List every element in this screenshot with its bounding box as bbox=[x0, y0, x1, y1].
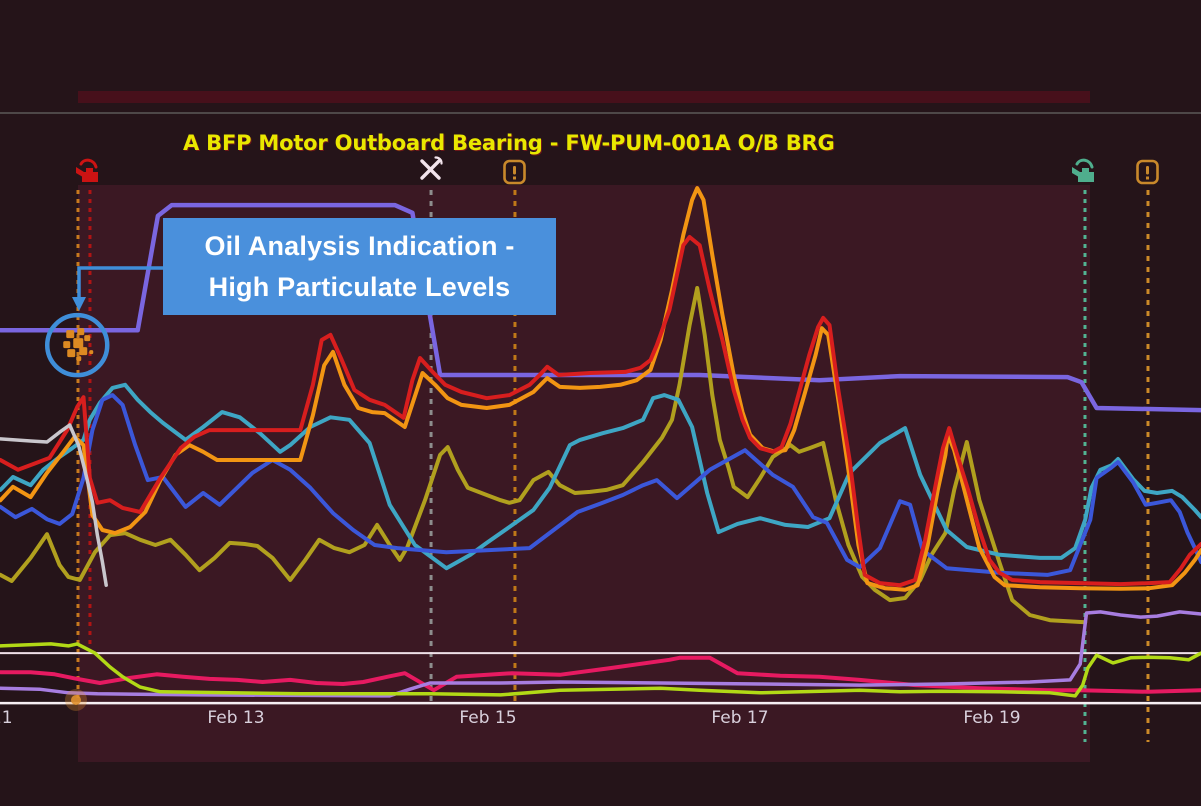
series-pink-trend[interactable] bbox=[0, 655, 1201, 694]
series-gray-trend[interactable] bbox=[0, 423, 108, 587]
oil-change-event-start-oil-can-icon[interactable] bbox=[74, 155, 104, 185]
annotation-circle bbox=[44, 312, 110, 378]
series-red-trend[interactable] bbox=[0, 235, 1201, 588]
oil-sample-marker[interactable] bbox=[66, 330, 75, 339]
axis-event-dot[interactable] bbox=[70, 695, 81, 705]
oil-sample-marker[interactable] bbox=[73, 338, 84, 349]
series-cyan-trend[interactable] bbox=[0, 382, 1201, 571]
annotation-callout-line1: Oil Analysis Indication - bbox=[204, 230, 515, 261]
oil-sample-marker[interactable] bbox=[63, 341, 71, 349]
maintenance-event-tools-icon[interactable] bbox=[416, 155, 444, 183]
series-violet-trend[interactable] bbox=[0, 610, 1201, 698]
oil-sample-marker[interactable] bbox=[84, 335, 91, 342]
header-divider-line bbox=[0, 112, 1201, 114]
alert-event-1-warning-icon[interactable] bbox=[503, 159, 527, 185]
oil-change-event-end-oil-can-icon[interactable] bbox=[1070, 155, 1100, 185]
oil-sample-marker[interactable] bbox=[77, 328, 85, 336]
oil-sample-marker[interactable] bbox=[89, 350, 94, 355]
oil-sample-marker[interactable] bbox=[76, 356, 82, 362]
page-title: A BFP Motor Outboard Bearing - FW-PUM-00… bbox=[183, 131, 835, 155]
annotation-callout-line2: High Particulate Levels bbox=[208, 271, 511, 302]
alert-event-2-warning-icon[interactable] bbox=[1136, 159, 1160, 185]
series-green-yellow-trend[interactable] bbox=[0, 642, 1201, 698]
annotation-callout: Oil Analysis Indication - High Particula… bbox=[163, 218, 556, 315]
annotation-arrowhead bbox=[72, 297, 86, 311]
top-highlight-strip bbox=[78, 91, 1090, 103]
series-blue-trend[interactable] bbox=[0, 393, 1201, 577]
oil-sample-marker[interactable] bbox=[67, 349, 76, 358]
oil-sample-marker[interactable] bbox=[79, 347, 88, 356]
annotation-arrow-line bbox=[77, 266, 166, 299]
